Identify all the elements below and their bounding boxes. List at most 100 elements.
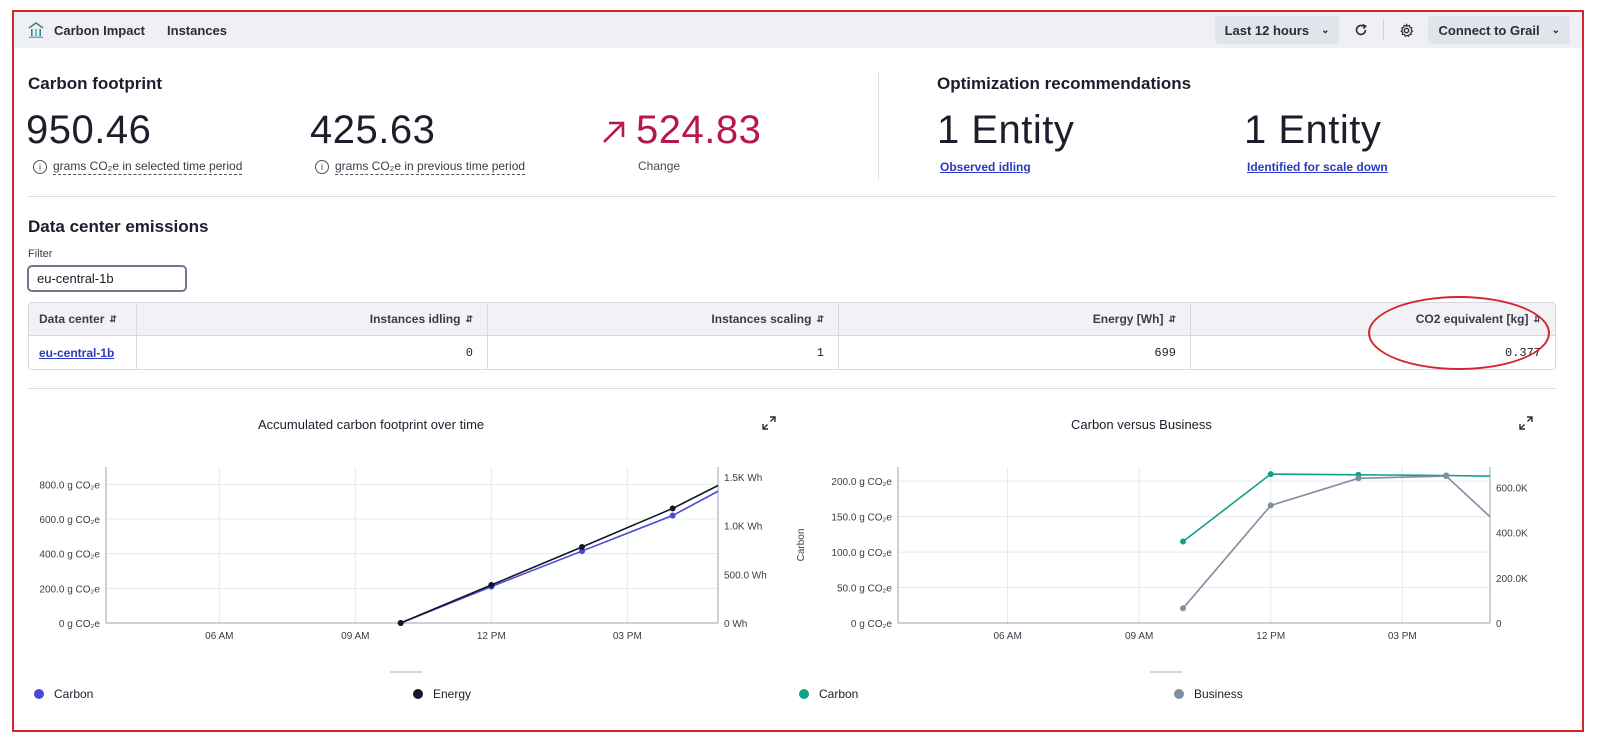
column-header-energy[interactable]: Energy [Wh] ⇵ [839, 303, 1191, 335]
y-tick-label-left: 0 g CO₂e [851, 619, 893, 630]
column-header-label: Energy [Wh] [1092, 312, 1164, 326]
data-point-energy [579, 543, 585, 550]
timeframe-selector[interactable]: Last 12 hours ⌄ [1214, 16, 1340, 44]
data-point-business [1355, 475, 1362, 482]
settings-button[interactable] [1394, 18, 1418, 42]
x-tick-label: 06 AM [205, 631, 233, 642]
accumulated-footprint-chart: 0 g CO₂e 200.0 g CO₂e 400.0 g CO₂e 600.0 g … [39, 467, 767, 642]
idling-entity-value: 1 Entity [937, 108, 1075, 152]
current-footprint-label: i grams CO₂e in selected time period [33, 159, 243, 175]
legend-item-carbon[interactable]: Carbon [34, 687, 93, 701]
refresh-button[interactable] [1349, 18, 1373, 42]
data-point-carbon [579, 548, 585, 555]
emissions-title: Data center emissions [28, 217, 209, 236]
legend-item-business[interactable]: Business [1174, 687, 1243, 701]
observed-idling-link[interactable]: Observed idling [940, 160, 1031, 174]
column-header-label: Instances scaling [711, 312, 812, 326]
series-line-business [1182, 475, 1491, 609]
legend-label: Carbon [819, 687, 859, 701]
legend-separator [1150, 671, 1182, 673]
top-bar: Carbon Impact Instances Last 12 hours ⌄ … [14, 12, 1582, 48]
gear-icon [1400, 22, 1414, 37]
series-line-carbon [1182, 473, 1491, 543]
chart-title-carbon-business: Carbon versus Business [1071, 417, 1212, 432]
legend-item-carbon[interactable]: Carbon [799, 687, 858, 701]
data-point-energy [669, 505, 676, 512]
carbon-footprint-title: Carbon footprint [28, 74, 163, 93]
column-header-label: Instances idling [369, 312, 461, 326]
previous-footprint-value: 425.63 [310, 108, 436, 152]
data-point-energy [488, 581, 495, 588]
y-tick-label-right: 0 Wh [724, 619, 747, 630]
info-icon[interactable]: i [315, 160, 329, 174]
x-tick-label: 06 AM [993, 631, 1021, 642]
filter-input[interactable]: eu-central-1b [27, 265, 187, 292]
chart-title-accumulated: Accumulated carbon footprint over time [258, 417, 485, 432]
chevron-down-icon: ⌄ [1551, 24, 1560, 36]
section-divider [878, 72, 879, 180]
legend-dot [799, 689, 809, 699]
column-header-scaling[interactable]: Instances scaling ⇵ [488, 303, 839, 335]
column-header-idling[interactable]: Instances idling ⇵ [137, 303, 488, 335]
x-tick-label: 09 AM [341, 631, 369, 642]
column-header-label: Data center [39, 312, 105, 326]
legend-label: Carbon [54, 687, 94, 701]
x-tick-label: 09 AM [1125, 631, 1153, 642]
y-tick-label-left: 400.0 g CO₂e [39, 550, 100, 561]
app-name[interactable]: Carbon Impact [54, 22, 146, 38]
x-tick-label: 03 PM [1388, 631, 1417, 642]
y-tick-label-right: 400.0K [1496, 529, 1528, 540]
horizontal-divider [28, 196, 1556, 197]
previous-footprint-label-text: grams CO₂e in previous time period [335, 159, 526, 175]
legend-item-energy[interactable]: Energy [413, 687, 471, 701]
info-icon[interactable]: i [33, 160, 47, 174]
current-footprint-value: 950.46 [26, 108, 152, 152]
expand-icon[interactable] [1519, 416, 1535, 432]
sort-icon: ⇵ [1168, 313, 1176, 324]
legend-dot [413, 689, 423, 699]
data-point-energy [397, 620, 404, 626]
horizontal-divider [28, 388, 1556, 389]
column-header-data-center[interactable]: Data center ⇵ [29, 303, 137, 335]
data-point-carbon [669, 512, 676, 519]
annotation-frame [12, 10, 1584, 732]
expand-icon[interactable] [762, 416, 778, 432]
y-tick-label-left: 50.0 g CO₂e [837, 584, 892, 595]
optimization-title: Optimization recommendations [937, 74, 1192, 93]
nav-instances[interactable]: Instances [167, 22, 227, 38]
x-tick-label: 12 PM [477, 631, 506, 642]
scale-down-link[interactable]: Identified for scale down [1247, 160, 1388, 174]
data-point-business [1267, 502, 1274, 509]
filter-label: Filter [28, 248, 53, 260]
cell-idling: 0 [137, 336, 488, 369]
y-tick-label-right: 600.0K [1496, 483, 1528, 494]
series-line-energy [400, 484, 719, 624]
sort-icon: ⇵ [465, 313, 473, 324]
y-tick-label-left: 200.0 g CO₂e [831, 477, 892, 488]
data-point-carbon [1267, 471, 1274, 478]
y-tick-label-left: 800.0 g CO₂e [39, 480, 100, 491]
carbon-impact-app-icon [26, 19, 48, 41]
cell-energy: 699 [839, 336, 1191, 369]
connect-grail-button[interactable]: Connect to Grail ⌄ [1428, 16, 1570, 44]
table-header: Data center ⇵ Instances idling ⇵ Instances… [29, 303, 1555, 336]
table-row: eu-central-1b 0 1 699 0.377 [29, 336, 1555, 369]
x-tick-label: 12 PM [1256, 631, 1285, 642]
change-value: 524.83 [636, 108, 762, 152]
refresh-icon [1356, 23, 1368, 36]
current-footprint-label-text: grams CO₂e in selected time period [53, 159, 243, 175]
y-tick-label-right: 1.5K Wh [724, 473, 762, 484]
timeframe-label: Last 12 hours [1224, 22, 1310, 38]
chevron-down-icon: ⌄ [1321, 24, 1330, 36]
data-point-business [1180, 605, 1187, 612]
y-tick-label-left: 200.0 g CO₂e [39, 584, 100, 595]
y-tick-label-right: 1.0K Wh [724, 522, 762, 533]
y-tick-label-right: 500.0 Wh [724, 570, 767, 581]
y-tick-label-left: 0 g CO₂e [59, 619, 101, 630]
data-center-link[interactable]: eu-central-1b [39, 346, 115, 360]
legend-label: Energy [433, 687, 472, 701]
cell-scaling: 1 [488, 336, 839, 369]
toolbar-divider [1383, 19, 1385, 41]
y-tick-label-left: 100.0 g CO₂e [831, 548, 892, 559]
change-label: Change [638, 159, 681, 173]
